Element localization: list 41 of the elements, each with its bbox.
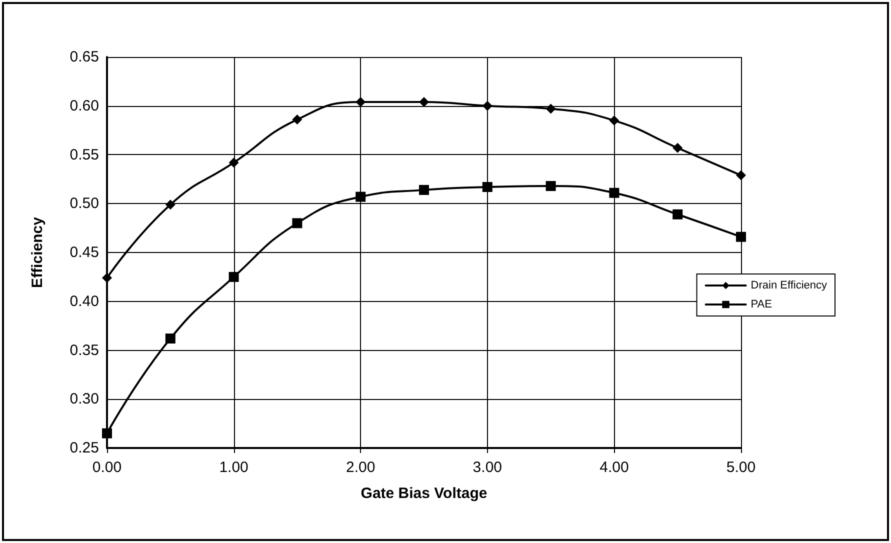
y-tick-label: 0.60 bbox=[70, 97, 99, 114]
point bbox=[546, 181, 556, 192]
point bbox=[356, 96, 366, 107]
point bbox=[165, 334, 176, 344]
point bbox=[482, 182, 492, 192]
point bbox=[356, 192, 366, 202]
x-tick-label: 3.00 bbox=[472, 459, 502, 476]
point bbox=[228, 272, 239, 282]
point bbox=[546, 104, 556, 114]
legend-label: Drain Efficiency bbox=[750, 280, 828, 292]
point bbox=[672, 142, 683, 153]
point bbox=[672, 209, 683, 220]
point bbox=[292, 114, 302, 125]
y-tick-label: 0.30 bbox=[70, 390, 99, 408]
legend-label: PAE bbox=[750, 298, 772, 310]
y-axis-title: Efficiency bbox=[29, 216, 46, 288]
y-tick-label: 0.50 bbox=[70, 195, 99, 212]
point bbox=[736, 232, 746, 242]
x-tick-label: 0.00 bbox=[92, 459, 122, 476]
point bbox=[102, 272, 112, 283]
y-tick-label: 0.40 bbox=[70, 292, 99, 310]
x-tick-label: 1.00 bbox=[219, 459, 248, 476]
point bbox=[165, 200, 176, 210]
point bbox=[419, 184, 429, 195]
x-tick-label: 5.00 bbox=[726, 459, 756, 476]
y-tick-label: 0.55 bbox=[70, 146, 99, 164]
point bbox=[419, 96, 429, 107]
point bbox=[482, 100, 492, 111]
x-tick-label: 4.00 bbox=[600, 459, 629, 476]
point bbox=[228, 158, 239, 168]
y-tick-label: 0.35 bbox=[70, 342, 99, 359]
y-tick-label: 0.25 bbox=[70, 440, 99, 456]
point bbox=[102, 428, 112, 438]
x-tick-label: 2.00 bbox=[346, 459, 376, 476]
point bbox=[736, 170, 746, 180]
point bbox=[609, 188, 620, 198]
point bbox=[292, 218, 302, 228]
x-axis-title: Gate Bias Voltage bbox=[360, 485, 488, 502]
y-tick-label: 0.65 bbox=[70, 48, 99, 66]
y-tick-label: 0.45 bbox=[70, 244, 99, 261]
point bbox=[609, 116, 620, 126]
